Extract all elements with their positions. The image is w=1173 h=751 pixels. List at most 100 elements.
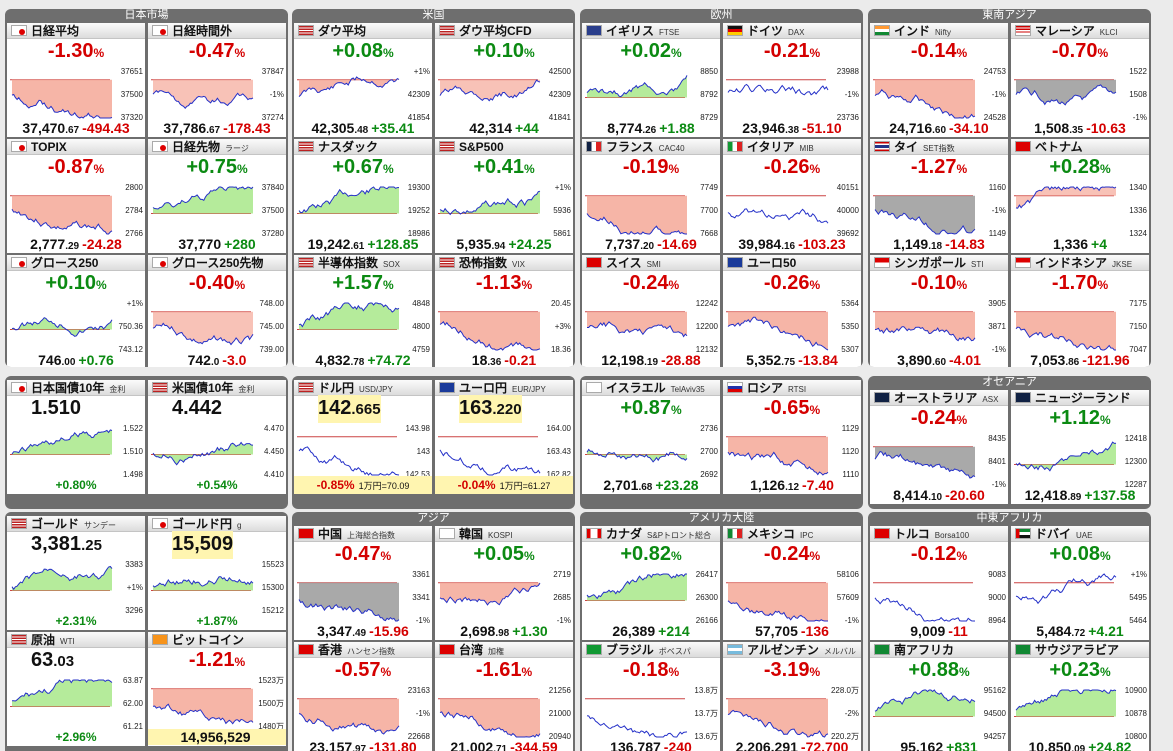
tile-name: インド Nifty	[894, 24, 952, 38]
price-chart: +1% 5936 5861	[438, 183, 572, 238]
fr-flag-icon	[586, 141, 602, 152]
price-decimal: .94	[491, 241, 506, 252]
ar-flag-icon	[727, 644, 743, 655]
price-value: 746	[38, 352, 62, 367]
market-tile[interactable]: イスラエル TelAviv35 +0.87% 2736 2700 2692 2,701.6…	[582, 380, 720, 494]
market-tile[interactable]: フランス CAC40 -0.19% 7749 7700 7668 7,737.20 -14.…	[582, 139, 720, 253]
svg-text:13.6万: 13.6万	[694, 732, 718, 741]
market-tile[interactable]: マレーシア KLCI -0.70% 1522 1508 -1% 1,508.35 -10.6…	[1011, 23, 1149, 137]
market-tile[interactable]: イギリス FTSE +0.02% 8850 8792 8729 8,774.26 +1.88	[582, 23, 720, 137]
market-tile[interactable]: ドバイ UAE +0.08% +1% 5495 5464 5,484.72 +4.21	[1011, 526, 1149, 640]
market-tile[interactable]: ダウ平均CFD +0.10% 42500 42309 41841 42,314 +44	[435, 23, 573, 137]
svg-text:-2%: -2%	[845, 709, 859, 718]
svg-text:1149: 1149	[989, 229, 1007, 238]
tile-header: シンガポール STI	[870, 255, 1008, 271]
market-tile[interactable]: グロース250 +0.10% +1% 750.36 743.12 746.00 +0.76	[7, 255, 145, 367]
price-chart: 2800 2784 2766	[10, 183, 144, 238]
market-tile[interactable]: 日経時間外 -0.47% 37847 -1% 37274 37,786.67 -178.4…	[148, 23, 286, 137]
price-chart: 20.45 +3% 18.36	[438, 299, 572, 354]
market-tile[interactable]: オーストラリア ASX -0.24% 8435 8401 -1% 8,414.10 -20.…	[870, 390, 1008, 504]
market-tile[interactable]: 台湾 加権 -1.61% 21256 21000 20940 21,002.71 -344.…	[435, 642, 573, 751]
tile-footer: 42,314 +44	[435, 120, 573, 136]
price-chart: +1% 750.36 743.12	[10, 299, 144, 354]
market-tile[interactable]: インド Nifty -0.14% 24753 -1% 24528 24,716.60 -34…	[870, 23, 1008, 137]
change-value: -11	[948, 623, 968, 639]
market-tile[interactable]: 米国債10年 金利 4.442 4.470 4.450 4.410 +0.54%	[148, 380, 286, 494]
tile-header: アルゼンチン メルバル	[723, 642, 861, 658]
price-value: 37,786	[163, 120, 207, 136]
market-tile[interactable]: アルゼンチン メルバル -3.19% 228.0万 -2% 220.2万 2,206,29…	[723, 642, 861, 751]
svg-text:1.522: 1.522	[123, 424, 144, 433]
tile-footer: 1,336 +4	[1011, 236, 1149, 252]
market-tile[interactable]: ビットコイン -1.21% 1523万 1500万 1480万 14,956,529	[148, 632, 286, 746]
price-chart: 12242 12200 12132	[585, 299, 719, 354]
price-decimal: .68	[638, 482, 653, 493]
tile-name: ゴールド サンデー	[31, 517, 117, 531]
market-tile[interactable]: ナスダック +0.67% 19300 19252 18986 19,242.61 +128…	[294, 139, 432, 253]
price-chart: 42500 42309 41841	[438, 67, 572, 122]
market-tile[interactable]: シンガポール STI -0.10% 3905 3871 -1% 3,890.60 -4.01	[870, 255, 1008, 367]
price-value: 95,162	[900, 739, 944, 751]
price-value: 7,737	[605, 236, 641, 252]
market-tile[interactable]: S&P500 +0.41% +1% 5936 5861 5,935.94 +24.25	[435, 139, 573, 253]
sa-flag-icon	[1015, 644, 1031, 655]
tile-sub: KLCI	[1099, 28, 1118, 37]
tile-sub: IPC	[800, 531, 814, 540]
market-tile[interactable]: ドル円 USD/JPY 142.665 143.98 143 142.53 -0.85% 1…	[294, 380, 432, 494]
market-tile[interactable]: 日本国債10年 金利 1.510 1.522 1.510 1.498 +0.80%	[7, 380, 145, 494]
market-tile[interactable]: 恐怖指数 VIX -1.13% 20.45 +3% 18.36 18.36 -0.21	[435, 255, 573, 367]
tile-footer: 5,352.75 -13.84	[723, 352, 861, 367]
svg-text:26417: 26417	[696, 570, 719, 579]
svg-text:3341: 3341	[412, 593, 430, 602]
market-tile[interactable]: 日経平均 -1.30% 37651 37500 37320 37,470.67 -494.…	[7, 23, 145, 137]
market-tile[interactable]: カナダ S&Pトロント総合 +0.82% 26417 26300 26166 26,389…	[582, 526, 720, 640]
tile-footer: 10,850.09 +24.82	[1011, 739, 1149, 751]
tile-header: 半導体指数 SOX	[294, 255, 432, 271]
market-tile[interactable]: 韓国 KOSPI +0.05% 2719 2685 -1% 2,698.98 +1.30	[435, 526, 573, 640]
change-value: -20.60	[945, 487, 985, 503]
svg-text:220.2万: 220.2万	[831, 732, 859, 741]
market-tile[interactable]: サウジアラビア +0.23% 10900 10878 10800 10,850.09 +2…	[1011, 642, 1149, 751]
market-tile[interactable]: メキシコ IPC -0.24% 58106 57609 -1% 57,705 -136	[723, 526, 861, 640]
tile-footer: +2.96%	[7, 728, 145, 746]
svg-text:40000: 40000	[837, 206, 860, 215]
market-tile[interactable]: 半導体指数 SOX +1.57% 4848 4800 4759 4,832.78 +74.7…	[294, 255, 432, 367]
market-tile[interactable]: ユーロ円 EUR/JPY 163.220 164.00 163.43 162.82 -0.…	[435, 380, 573, 494]
svg-text:-1%: -1%	[416, 709, 430, 718]
price-chart: 58106 57609 -1%	[726, 570, 860, 625]
market-tile[interactable]: スイス SMI -0.24% 12242 12200 12132 12,198.19 -28…	[582, 255, 720, 367]
market-tile[interactable]: ゴールド円 g 15,509 15523 15300 15212 +1.87%	[148, 516, 286, 630]
market-tile[interactable]: 中国 上海総合指数 -0.47% 3361 3341 -1% 3,347.49 -15.96	[294, 526, 432, 640]
region-panel: 中東アフリカ トルコ Borsa100 -0.12% 9083 9000 8964 9,0…	[868, 512, 1151, 751]
market-tile[interactable]: ユーロ50 -0.26% 5364 5350 5307 5,352.75 -13.84	[723, 255, 861, 367]
market-tile[interactable]: イタリア MIB -0.26% 40151 40000 39692 39,984.16 -1…	[723, 139, 861, 253]
market-tile[interactable]: グロース250先物 -0.40% 748.00 745.00 739.00 742.0-…	[148, 255, 286, 367]
market-tile[interactable]: トルコ Borsa100 -0.12% 9083 9000 8964 9,009 -11	[870, 526, 1008, 640]
market-tile[interactable]: TOPIX -0.87% 2800 2784 2766 2,777.29 -24.28	[7, 139, 145, 253]
market-tile[interactable]: ニュージーランド +1.12% 12418 12300 12287 12,418.89 +…	[1011, 390, 1149, 504]
tile-header: グロース250	[7, 255, 145, 271]
tile-footer: 12,198.19 -28.88	[582, 352, 720, 367]
market-tile[interactable]: インドネシア JKSE -1.70% 7175 7150 7047 7,053.86 -12…	[1011, 255, 1149, 367]
change-percent: +0.87%	[620, 397, 682, 419]
svg-text:2700: 2700	[700, 447, 718, 456]
svg-text:13.8万: 13.8万	[694, 686, 718, 695]
change-percent: -1.27%	[910, 156, 968, 178]
market-tile[interactable]: ゴールド サンデー 3,381.25 3383 +1% 3296 +2.31%	[7, 516, 145, 630]
market-tile[interactable]: 日経先物 ラージ +0.75% 37840 37500 37280 37,770 +280	[148, 139, 286, 253]
svg-text:164.00: 164.00	[547, 424, 572, 433]
market-tile[interactable]: ブラジル ボベスパ -0.18% 13.8万 13.7万 13.6万 136,787 -24…	[582, 642, 720, 751]
market-tile[interactable]: 香港 ハンセン指数 -0.57% 23163 -1% 22668 23,157.97 -13…	[294, 642, 432, 751]
market-tile[interactable]: ダウ平均 +0.08% +1% 42309 41854 42,305.48 +35.41	[294, 23, 432, 137]
market-tile[interactable]: 南アフリカ +0.88% 95162 94500 94257 95,162 +831	[870, 642, 1008, 751]
price-chart: 10900 10878 10800	[1014, 686, 1148, 741]
market-tile[interactable]: ベトナム +0.28% 1340 1336 1324 1,336 +4	[1011, 139, 1149, 253]
market-tile[interactable]: タイ SET指数 -1.27% 1160 -1% 1149 1,149.18 -14.83	[870, 139, 1008, 253]
market-tile[interactable]: ドイツ DAX -0.21% 23988 -1% 23736 23,946.38 -51.1…	[723, 23, 861, 137]
market-tile[interactable]: 原油 WTI 63.03 63.87 62.00 61.21 +2.96%	[7, 632, 145, 746]
svg-text:+1%: +1%	[414, 67, 430, 76]
market-tile[interactable]: ロシア RTSI -0.65% 1129 1120 1110 1,126.12 -7.40	[723, 380, 861, 494]
svg-text:143: 143	[417, 447, 431, 456]
tile-footer: 37,470.67 -494.43	[7, 120, 145, 136]
region-title: 日本市場	[124, 9, 169, 21]
